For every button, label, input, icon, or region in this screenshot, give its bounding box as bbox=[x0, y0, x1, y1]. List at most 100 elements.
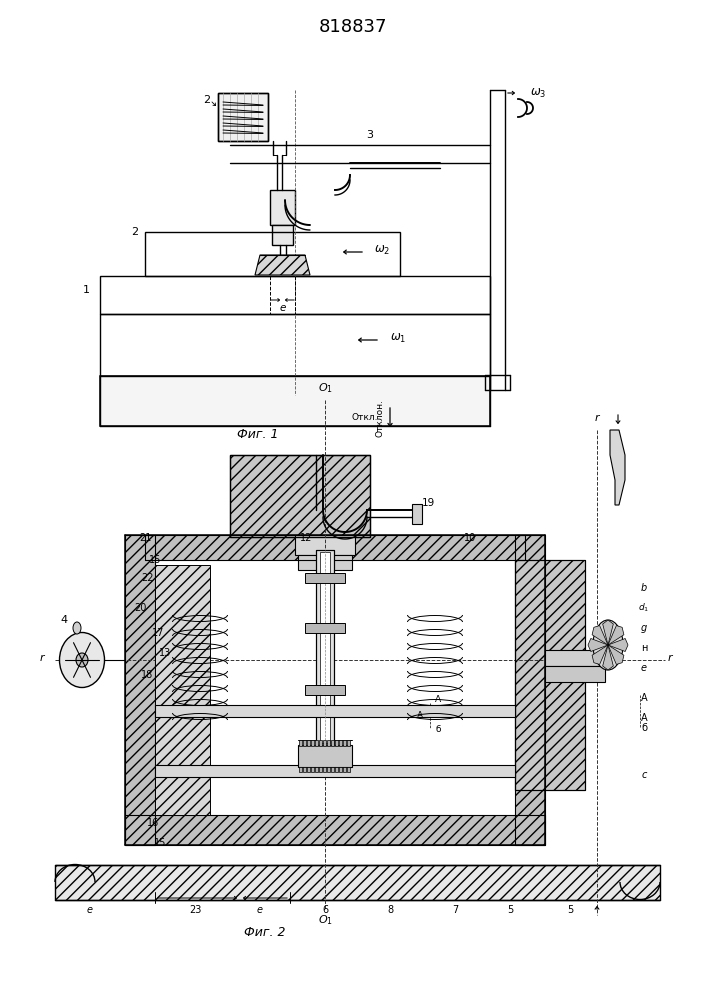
Bar bbox=[315, 767, 318, 772]
Text: 7: 7 bbox=[452, 905, 458, 915]
Text: A: A bbox=[435, 696, 441, 704]
Bar bbox=[145, 535, 525, 560]
Bar bbox=[230, 455, 370, 537]
Polygon shape bbox=[592, 626, 608, 645]
Text: A: A bbox=[641, 713, 648, 723]
Text: 12: 12 bbox=[300, 533, 312, 543]
Polygon shape bbox=[608, 638, 628, 652]
Bar bbox=[303, 740, 306, 746]
Bar bbox=[218, 93, 268, 141]
Text: $O_1$: $O_1$ bbox=[317, 913, 332, 927]
Text: $d_1$: $d_1$ bbox=[638, 602, 650, 614]
Bar bbox=[311, 767, 314, 772]
Text: 2: 2 bbox=[131, 227, 138, 237]
Text: 15: 15 bbox=[148, 555, 161, 565]
Bar bbox=[315, 740, 318, 746]
Polygon shape bbox=[55, 865, 660, 900]
Text: 15: 15 bbox=[154, 838, 166, 848]
Text: 5: 5 bbox=[567, 905, 573, 915]
Text: e: e bbox=[280, 303, 286, 313]
Text: r: r bbox=[668, 653, 672, 663]
Bar bbox=[545, 666, 605, 682]
Polygon shape bbox=[602, 620, 613, 645]
Ellipse shape bbox=[73, 622, 81, 634]
Text: н: н bbox=[641, 643, 647, 653]
Bar bbox=[331, 767, 334, 772]
Text: A: A bbox=[641, 693, 648, 703]
Bar bbox=[155, 560, 515, 825]
Bar bbox=[155, 705, 515, 717]
Bar bbox=[299, 767, 302, 772]
Bar bbox=[319, 767, 322, 772]
Bar bbox=[125, 815, 545, 845]
Text: 3: 3 bbox=[366, 130, 373, 140]
Text: $\omega_3$: $\omega_3$ bbox=[530, 86, 547, 100]
Text: Фиг. 1: Фиг. 1 bbox=[238, 428, 279, 442]
Bar bbox=[311, 740, 314, 746]
Text: r: r bbox=[595, 413, 600, 423]
Bar bbox=[316, 550, 334, 745]
Text: 19: 19 bbox=[421, 498, 435, 508]
Text: 818837: 818837 bbox=[319, 18, 387, 36]
Bar bbox=[155, 765, 515, 777]
Text: 1: 1 bbox=[83, 285, 90, 295]
Polygon shape bbox=[608, 645, 624, 664]
Bar bbox=[515, 560, 585, 790]
Text: 2: 2 bbox=[204, 95, 211, 105]
Bar bbox=[305, 573, 345, 583]
Text: 18: 18 bbox=[141, 670, 153, 680]
Text: $O_1$: $O_1$ bbox=[317, 381, 332, 395]
Bar bbox=[515, 535, 545, 845]
Bar bbox=[270, 190, 295, 225]
Text: 22: 22 bbox=[141, 573, 154, 583]
Ellipse shape bbox=[593, 620, 623, 670]
Text: 16: 16 bbox=[147, 818, 159, 828]
Text: Фиг. 2: Фиг. 2 bbox=[244, 926, 286, 938]
Bar bbox=[298, 745, 352, 767]
Bar bbox=[545, 650, 605, 666]
Polygon shape bbox=[592, 645, 608, 664]
Bar bbox=[299, 740, 302, 746]
Text: Отклон.: Отклон. bbox=[375, 399, 385, 437]
Bar bbox=[145, 232, 400, 276]
Text: 4: 4 bbox=[60, 615, 68, 625]
Bar bbox=[515, 535, 545, 845]
Bar bbox=[295, 535, 355, 555]
Bar bbox=[100, 314, 490, 376]
Bar bbox=[230, 455, 370, 537]
Bar bbox=[335, 740, 338, 746]
Bar bbox=[323, 740, 326, 746]
Text: e: e bbox=[257, 905, 263, 915]
Text: 21: 21 bbox=[139, 533, 151, 543]
Text: g: g bbox=[641, 623, 647, 633]
Ellipse shape bbox=[76, 653, 88, 667]
Bar bbox=[343, 767, 346, 772]
Text: Откл.: Откл. bbox=[351, 414, 378, 422]
Bar bbox=[335, 767, 338, 772]
Bar bbox=[515, 560, 585, 790]
Text: e: e bbox=[641, 663, 647, 673]
Bar bbox=[298, 555, 352, 570]
Text: A: A bbox=[417, 710, 423, 720]
Text: 23: 23 bbox=[189, 905, 201, 915]
Bar bbox=[320, 552, 330, 743]
Bar bbox=[331, 740, 334, 746]
Bar bbox=[343, 740, 346, 746]
Bar bbox=[347, 740, 350, 746]
Bar bbox=[272, 225, 293, 245]
Text: 13: 13 bbox=[159, 648, 171, 658]
Bar bbox=[327, 767, 330, 772]
Bar bbox=[305, 685, 345, 695]
Text: $\omega_1$: $\omega_1$ bbox=[390, 331, 406, 345]
Text: 8: 8 bbox=[387, 905, 393, 915]
Text: e: e bbox=[87, 905, 93, 915]
Bar bbox=[319, 740, 322, 746]
Bar bbox=[145, 535, 525, 560]
Text: c: c bbox=[641, 770, 647, 780]
Polygon shape bbox=[588, 638, 608, 652]
Bar bbox=[125, 535, 155, 845]
Text: 6: 6 bbox=[322, 905, 328, 915]
Text: 17: 17 bbox=[152, 628, 164, 638]
Bar bbox=[307, 767, 310, 772]
Text: 20: 20 bbox=[134, 603, 146, 613]
